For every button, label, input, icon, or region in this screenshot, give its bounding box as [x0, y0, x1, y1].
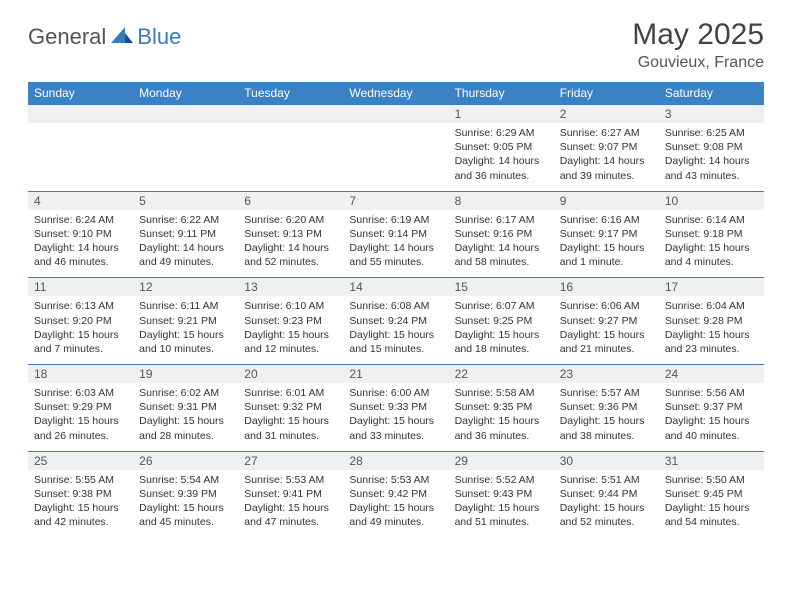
day-cell: Sunrise: 5:55 AM Sunset: 9:38 PM Dayligh… — [28, 470, 133, 538]
content-row: Sunrise: 6:03 AM Sunset: 9:29 PM Dayligh… — [28, 383, 764, 451]
day-number: 17 — [659, 278, 764, 297]
month-title: May 2025 — [632, 18, 764, 52]
daynum-row: 45678910 — [28, 191, 764, 210]
day-number: 22 — [449, 365, 554, 384]
day-cell: Sunrise: 5:50 AM Sunset: 9:45 PM Dayligh… — [659, 470, 764, 538]
daynum-row: 123 — [28, 105, 764, 124]
day-number: 8 — [449, 191, 554, 210]
day-header-row: Sunday Monday Tuesday Wednesday Thursday… — [28, 82, 764, 105]
day-number — [28, 105, 133, 124]
day-cell: Sunrise: 6:00 AM Sunset: 9:33 PM Dayligh… — [343, 383, 448, 451]
day-cell: Sunrise: 5:56 AM Sunset: 9:37 PM Dayligh… — [659, 383, 764, 451]
day-cell: Sunrise: 6:03 AM Sunset: 9:29 PM Dayligh… — [28, 383, 133, 451]
day-number: 12 — [133, 278, 238, 297]
day-number: 1 — [449, 105, 554, 124]
day-header: Sunday — [28, 82, 133, 105]
day-number: 25 — [28, 451, 133, 470]
day-cell: Sunrise: 5:54 AM Sunset: 9:39 PM Dayligh… — [133, 470, 238, 538]
day-header: Thursday — [449, 82, 554, 105]
daynum-row: 25262728293031 — [28, 451, 764, 470]
day-cell — [133, 123, 238, 191]
day-cell: Sunrise: 5:58 AM Sunset: 9:35 PM Dayligh… — [449, 383, 554, 451]
content-row: Sunrise: 6:29 AM Sunset: 9:05 PM Dayligh… — [28, 123, 764, 191]
day-cell: Sunrise: 5:51 AM Sunset: 9:44 PM Dayligh… — [554, 470, 659, 538]
day-number: 5 — [133, 191, 238, 210]
day-cell: Sunrise: 6:06 AM Sunset: 9:27 PM Dayligh… — [554, 296, 659, 364]
calendar-page: General Blue May 2025 Gouvieux, France S… — [0, 0, 792, 556]
day-number: 21 — [343, 365, 448, 384]
day-header: Wednesday — [343, 82, 448, 105]
day-cell: Sunrise: 6:29 AM Sunset: 9:05 PM Dayligh… — [449, 123, 554, 191]
day-header: Tuesday — [238, 82, 343, 105]
daynum-row: 18192021222324 — [28, 365, 764, 384]
day-cell: Sunrise: 6:24 AM Sunset: 9:10 PM Dayligh… — [28, 210, 133, 278]
day-number: 20 — [238, 365, 343, 384]
content-row: Sunrise: 6:13 AM Sunset: 9:20 PM Dayligh… — [28, 296, 764, 364]
day-number — [343, 105, 448, 124]
day-cell: Sunrise: 5:53 AM Sunset: 9:42 PM Dayligh… — [343, 470, 448, 538]
brand-logo: General Blue — [28, 18, 181, 50]
brand-part1: General — [28, 24, 106, 50]
day-cell: Sunrise: 6:13 AM Sunset: 9:20 PM Dayligh… — [28, 296, 133, 364]
day-cell: Sunrise: 6:10 AM Sunset: 9:23 PM Dayligh… — [238, 296, 343, 364]
day-cell: Sunrise: 6:08 AM Sunset: 9:24 PM Dayligh… — [343, 296, 448, 364]
day-number: 10 — [659, 191, 764, 210]
header: General Blue May 2025 Gouvieux, France — [28, 18, 764, 72]
day-cell: Sunrise: 6:17 AM Sunset: 9:16 PM Dayligh… — [449, 210, 554, 278]
day-number: 16 — [554, 278, 659, 297]
day-number: 2 — [554, 105, 659, 124]
calendar-table: Sunday Monday Tuesday Wednesday Thursday… — [28, 82, 764, 538]
day-number — [133, 105, 238, 124]
day-number — [238, 105, 343, 124]
day-number: 15 — [449, 278, 554, 297]
day-cell: Sunrise: 6:04 AM Sunset: 9:28 PM Dayligh… — [659, 296, 764, 364]
day-number: 7 — [343, 191, 448, 210]
day-header: Friday — [554, 82, 659, 105]
day-cell: Sunrise: 6:25 AM Sunset: 9:08 PM Dayligh… — [659, 123, 764, 191]
day-cell: Sunrise: 6:19 AM Sunset: 9:14 PM Dayligh… — [343, 210, 448, 278]
day-cell: Sunrise: 5:57 AM Sunset: 9:36 PM Dayligh… — [554, 383, 659, 451]
day-number: 23 — [554, 365, 659, 384]
day-number: 3 — [659, 105, 764, 124]
day-cell: Sunrise: 5:52 AM Sunset: 9:43 PM Dayligh… — [449, 470, 554, 538]
brand-part2: Blue — [137, 24, 181, 50]
day-number: 14 — [343, 278, 448, 297]
day-cell: Sunrise: 6:11 AM Sunset: 9:21 PM Dayligh… — [133, 296, 238, 364]
day-header: Monday — [133, 82, 238, 105]
day-cell — [238, 123, 343, 191]
content-row: Sunrise: 5:55 AM Sunset: 9:38 PM Dayligh… — [28, 470, 764, 538]
day-cell: Sunrise: 5:53 AM Sunset: 9:41 PM Dayligh… — [238, 470, 343, 538]
day-number: 28 — [343, 451, 448, 470]
day-number: 6 — [238, 191, 343, 210]
triangle-icon — [111, 25, 133, 43]
day-number: 31 — [659, 451, 764, 470]
day-cell: Sunrise: 6:27 AM Sunset: 9:07 PM Dayligh… — [554, 123, 659, 191]
day-cell — [343, 123, 448, 191]
title-block: May 2025 Gouvieux, France — [632, 18, 764, 72]
location: Gouvieux, France — [632, 54, 764, 72]
day-cell: Sunrise: 6:02 AM Sunset: 9:31 PM Dayligh… — [133, 383, 238, 451]
day-cell: Sunrise: 6:20 AM Sunset: 9:13 PM Dayligh… — [238, 210, 343, 278]
day-cell: Sunrise: 6:16 AM Sunset: 9:17 PM Dayligh… — [554, 210, 659, 278]
day-number: 26 — [133, 451, 238, 470]
day-cell: Sunrise: 6:07 AM Sunset: 9:25 PM Dayligh… — [449, 296, 554, 364]
day-cell: Sunrise: 6:14 AM Sunset: 9:18 PM Dayligh… — [659, 210, 764, 278]
day-number: 18 — [28, 365, 133, 384]
day-cell: Sunrise: 6:22 AM Sunset: 9:11 PM Dayligh… — [133, 210, 238, 278]
day-number: 29 — [449, 451, 554, 470]
calendar-body: 123Sunrise: 6:29 AM Sunset: 9:05 PM Dayl… — [28, 105, 764, 538]
daynum-row: 11121314151617 — [28, 278, 764, 297]
day-header: Saturday — [659, 82, 764, 105]
day-number: 13 — [238, 278, 343, 297]
day-number: 19 — [133, 365, 238, 384]
day-number: 9 — [554, 191, 659, 210]
day-number: 11 — [28, 278, 133, 297]
day-cell — [28, 123, 133, 191]
day-number: 24 — [659, 365, 764, 384]
day-number: 30 — [554, 451, 659, 470]
content-row: Sunrise: 6:24 AM Sunset: 9:10 PM Dayligh… — [28, 210, 764, 278]
day-cell: Sunrise: 6:01 AM Sunset: 9:32 PM Dayligh… — [238, 383, 343, 451]
day-number: 27 — [238, 451, 343, 470]
day-number: 4 — [28, 191, 133, 210]
